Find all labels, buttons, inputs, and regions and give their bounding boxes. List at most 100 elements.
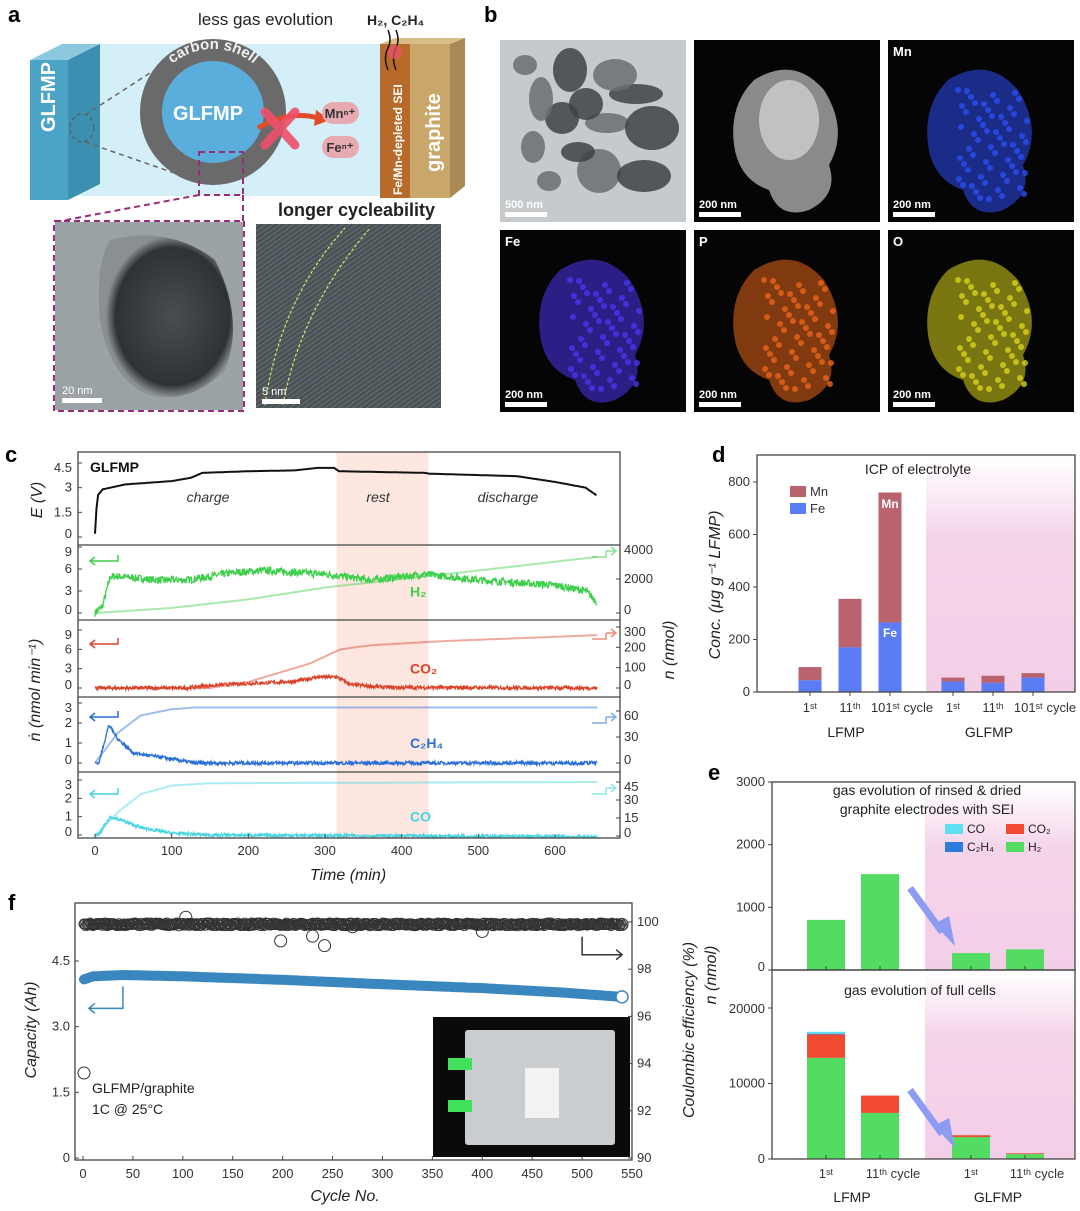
ce-outlier-point — [306, 929, 320, 943]
element-map-dot — [1005, 157, 1011, 163]
element-map-dot — [824, 344, 830, 350]
element-map-dot — [774, 284, 780, 290]
element-map-dot — [1022, 360, 1028, 366]
panel-c: c 01.534.50369020004000H₂03690100200300C… — [5, 442, 678, 884]
element-map-dot — [765, 293, 771, 299]
element-map-dot — [795, 303, 801, 309]
element-map-dot — [1016, 286, 1022, 292]
zoom-line — [84, 141, 181, 176]
ce-series — [77, 910, 629, 1080]
right-tick-label: 100 — [624, 660, 646, 675]
group-label: LFMP — [833, 1189, 870, 1205]
x-tick-label: 500 — [571, 1166, 593, 1181]
element-map-dot — [573, 351, 579, 357]
element-map-dot — [972, 290, 978, 296]
y-axis-label-top: E (V) — [29, 482, 46, 518]
element-map-dot — [581, 373, 587, 379]
cycleability-text: longer cycleability — [278, 200, 435, 220]
capacity-axis-arrow-icon — [87, 986, 124, 1014]
element-map-dot — [597, 297, 603, 303]
element-map-dot — [766, 372, 772, 378]
element-map-dot — [976, 116, 982, 122]
y-tick-label: 6 — [65, 641, 72, 656]
element-map-dot — [1002, 120, 1008, 126]
element-map-dot — [997, 135, 1003, 141]
element-map-dot — [960, 372, 966, 378]
battery-photo-inset — [433, 1017, 630, 1157]
y-axis-label-right: n (nmol) — [661, 621, 678, 680]
x-tick-label: 200 — [272, 1166, 294, 1181]
category-label: 11ᵗʰ — [982, 700, 1003, 715]
particle-highlight — [759, 80, 819, 160]
element-map-dot — [955, 87, 961, 93]
bar-mn — [981, 675, 1005, 683]
element-map-dot — [1021, 381, 1027, 387]
element-map-dot — [978, 174, 984, 180]
element-map-dot — [1017, 185, 1023, 191]
element-map-dot — [993, 319, 999, 325]
element-map-dot — [981, 291, 987, 297]
element-map-dot — [965, 167, 971, 173]
scale-bar — [505, 212, 547, 217]
element-map-dot — [570, 314, 576, 320]
element-map-dot — [1017, 375, 1023, 381]
y-tick-label: 0 — [743, 684, 750, 699]
element-map-dot — [957, 155, 963, 161]
particle — [561, 142, 595, 162]
micrograph-tile: P 200 nm — [694, 230, 880, 412]
series-label: CO₂ — [410, 661, 437, 677]
element-label: Mn — [893, 44, 912, 59]
element-map-dot — [1023, 139, 1029, 145]
decrease-arrow-head-icon — [934, 916, 955, 946]
element-map-dot — [989, 303, 995, 309]
element-map-dot — [829, 329, 835, 335]
sample-label: GLFMP — [90, 459, 139, 475]
element-map-dot — [763, 345, 769, 351]
right-tick-label: 96 — [637, 1008, 651, 1023]
series-label: CO — [410, 808, 431, 824]
element-map-dot — [593, 291, 599, 297]
element-map-dot — [764, 314, 770, 320]
legend-label: CO₂ — [1028, 822, 1051, 836]
right-tick-label: 200 — [624, 639, 646, 654]
element-map-dot — [961, 351, 967, 357]
y-axis-label: Conc. (μg g⁻¹ LFMP) — [707, 511, 724, 660]
bar-mn — [1021, 673, 1045, 678]
decrease-arrow-head-icon — [934, 1118, 955, 1148]
element-map-dot — [791, 297, 797, 303]
scale-bar-label: 20 nm — [62, 385, 93, 397]
element-map-dot — [636, 308, 642, 314]
element-map-dot — [964, 88, 970, 94]
plot-frame — [74, 902, 633, 1161]
element-map-dot — [1022, 170, 1028, 176]
element-map-dot — [1024, 118, 1030, 124]
x-axis-label: Cycle No. — [310, 1188, 379, 1205]
left-axis-arrow-icon — [88, 788, 119, 799]
element-map-dot — [968, 284, 974, 290]
y-axis-label-right: Coulombic efficiency (%) — [681, 942, 698, 1118]
element-map-dot — [956, 176, 962, 182]
element-map-dot — [965, 357, 971, 363]
legend-label: CO — [967, 822, 985, 836]
element-map-dot — [955, 277, 961, 283]
element-map-dot — [968, 94, 974, 100]
element-map-dot — [616, 368, 622, 374]
element-map-dot — [595, 349, 601, 355]
right-tick-label: 0 — [624, 752, 631, 767]
x-tick-label: 500 — [467, 843, 489, 858]
scale-bar — [893, 402, 935, 407]
panel-d: d 1ˢᵗ 11ᵗʰ 101ˢᵗ cycle 1ˢᵗ 11ᵗʰ 101ˢᵗ cycle Mn… — [707, 442, 1076, 740]
micrograph-tile: O 200 nm — [888, 230, 1074, 412]
x-tick-label: 250 — [322, 1166, 344, 1181]
y-tick-label: 3 — [65, 661, 72, 676]
element-map-dot — [1010, 142, 1016, 148]
element-map-dot — [1009, 163, 1015, 169]
bar-mn — [878, 492, 902, 623]
y-tick-label: 9 — [65, 627, 72, 642]
element-map-dot — [584, 290, 590, 296]
ce-axis-arrow-icon — [581, 936, 624, 961]
element-map-dot — [1006, 316, 1012, 322]
element-map-dot — [988, 334, 994, 340]
ce-outlier-point — [475, 924, 489, 938]
element-map-dot — [629, 375, 635, 381]
